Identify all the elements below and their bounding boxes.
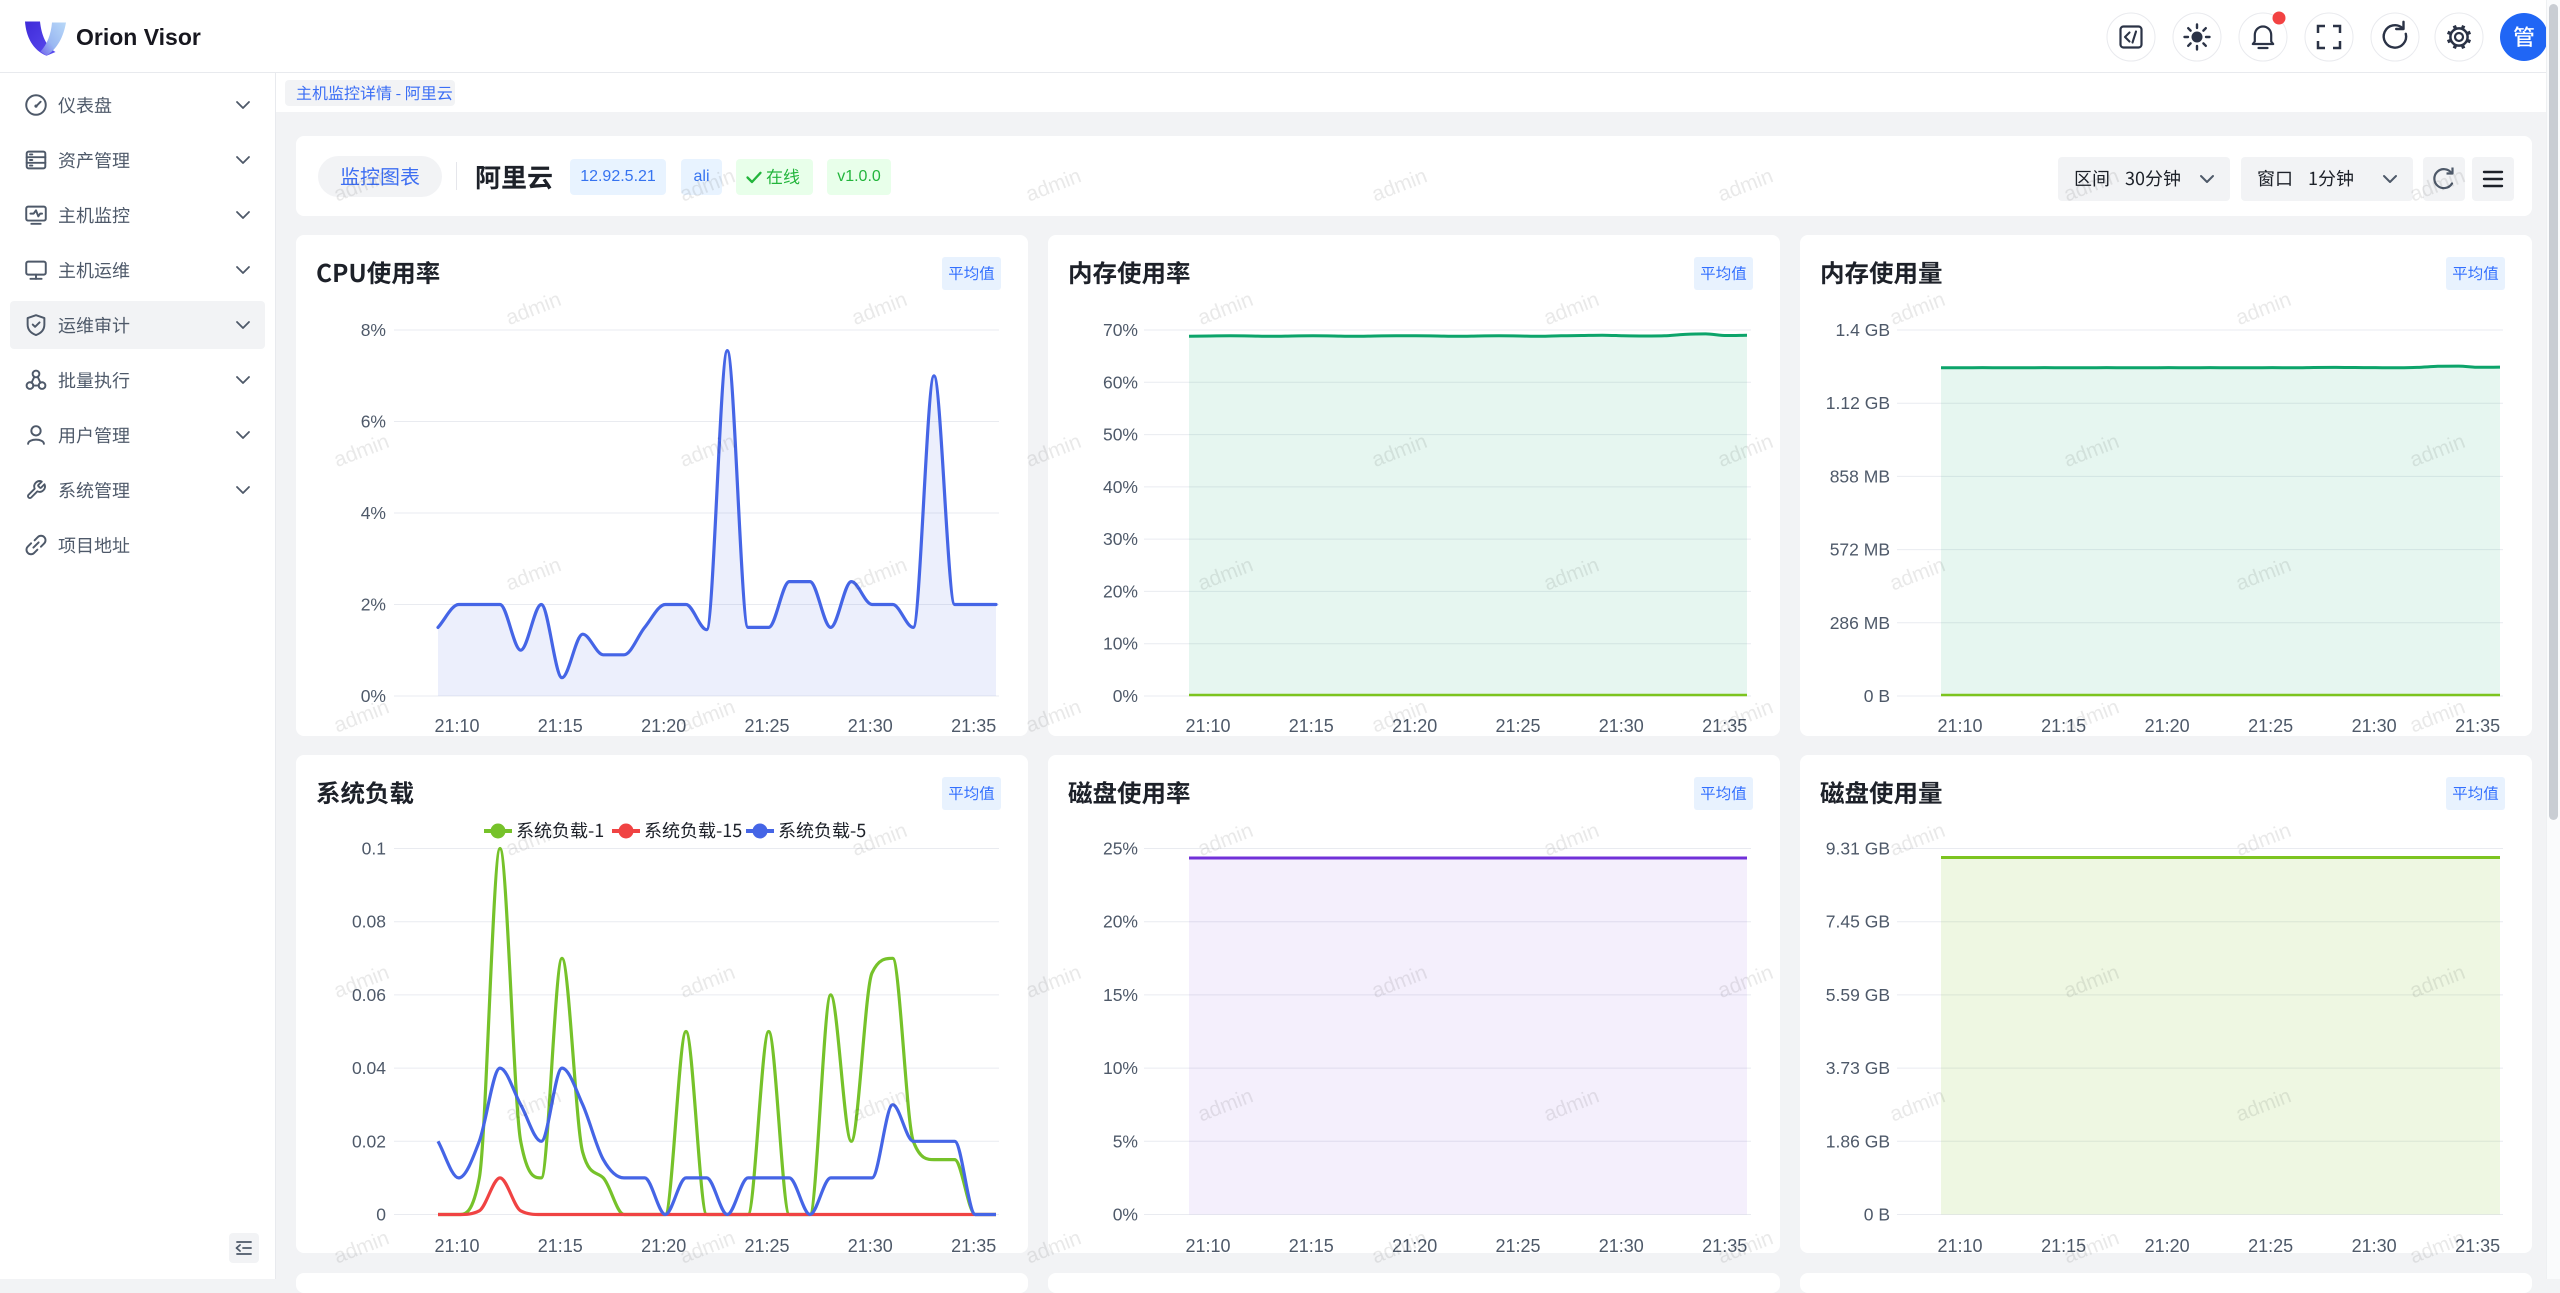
svg-text:Orion Visor: Orion Visor <box>76 24 201 50</box>
